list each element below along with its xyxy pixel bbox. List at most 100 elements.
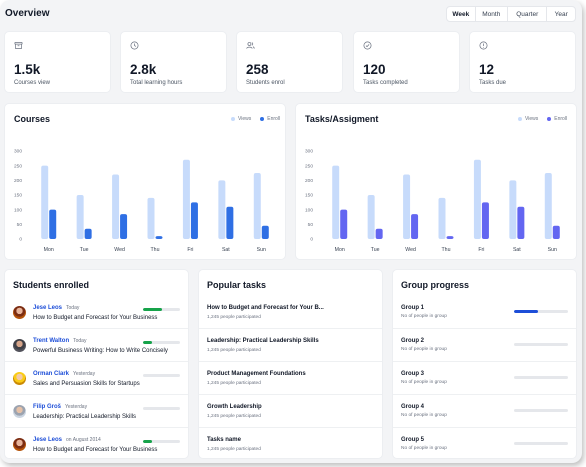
students-enrolled-panel: Students enrolled Jese Leos Today How to … — [4, 269, 189, 459]
list-item[interactable]: Group 3 No of people in group — [393, 362, 576, 395]
list-item[interactable]: Jese Leos on August 2014 How to Budget an… — [5, 428, 188, 461]
student-course: Leadership: Practical Leadership Skills — [33, 414, 137, 420]
student-name[interactable]: Orman Clark — [33, 371, 70, 377]
legend-enroll: Enroll — [547, 116, 567, 122]
student-name[interactable]: Jese Leos — [33, 305, 63, 311]
tab-week[interactable]: Week — [447, 7, 476, 21]
progress-bar — [514, 442, 568, 445]
list-item[interactable]: Product Management Foundations 1,245 peo… — [199, 362, 382, 395]
bar-views — [438, 197, 446, 239]
list-item[interactable]: Jese Leos Today How to Budget and Forecas… — [5, 296, 188, 329]
group-sub: No of people in group — [401, 413, 447, 418]
legend-enroll: Enroll — [260, 116, 280, 122]
legend-views: Views — [231, 116, 251, 122]
bar-enroll — [517, 206, 525, 239]
legend-label: Enroll — [554, 116, 568, 122]
task-name: Product Management Foundations — [207, 371, 306, 377]
student-name[interactable]: Filip Groš — [33, 404, 62, 410]
student-date: Yesterday — [65, 404, 88, 410]
range-tabs: Week Month Quarter Year — [446, 6, 576, 22]
info-circle-icon — [479, 41, 488, 50]
bar-enroll — [261, 225, 269, 239]
clock-icon — [130, 41, 139, 50]
task-participants: 1,245 people participated — [207, 315, 261, 320]
chart-title: Tasks/Assigment — [305, 114, 379, 124]
group-name: Group 1 — [401, 305, 425, 311]
avatar — [13, 306, 26, 319]
y-tick-label: 300 — [305, 149, 313, 155]
tab-year[interactable]: Year — [554, 10, 568, 18]
task-name: Leadership: Practical Leadership Skills — [207, 338, 319, 344]
student-name[interactable]: Trent Walton — [33, 338, 70, 344]
x-tick-label: Tue — [371, 247, 380, 253]
stat-value: 258 — [246, 62, 269, 77]
x-tick-label: Tue — [80, 247, 89, 253]
stat-value: 2.8k — [130, 62, 157, 77]
top-bar: Overview Week Month Quarter Year — [0, 0, 582, 26]
progress-bar — [143, 407, 180, 410]
chart-legend: Views Enroll — [512, 116, 567, 122]
list-item[interactable]: Filip Groš Yesterday Leadership: Practica… — [5, 395, 188, 428]
bar-enroll — [340, 209, 348, 239]
list-item[interactable]: Group 4 No of people in group — [393, 395, 576, 428]
bar-views — [112, 174, 120, 239]
x-tick-label: Wed — [114, 247, 125, 253]
legend-label: Views — [238, 116, 252, 122]
progress-fill — [143, 341, 153, 344]
progress-bar — [143, 440, 180, 443]
popular-tasks-panel: Popular tasks How to Budget and Forecast… — [198, 269, 383, 459]
bar-views — [403, 174, 411, 239]
progress-fill — [143, 440, 153, 443]
panel-title: Group progress — [401, 280, 470, 290]
list-item[interactable]: Tasks name 1,245 people participated — [199, 428, 382, 461]
x-tick-label: Mon — [335, 247, 345, 253]
y-tick-label: 100 — [14, 207, 22, 213]
stat-card-tasks-due: 12 Tasks due — [469, 31, 576, 93]
bar-enroll — [226, 206, 234, 239]
list-item[interactable]: How to Budget and Forecast for Your B...… — [199, 296, 382, 329]
avatar — [13, 405, 26, 418]
chart-title: Courses — [14, 114, 51, 124]
avatar — [13, 339, 26, 352]
chart-legend: Views Enroll — [225, 116, 280, 122]
student-name[interactable]: Jese Leos — [33, 437, 63, 443]
student-course: How to Budget and Forecast for Your Busi… — [33, 447, 158, 453]
progress-bar — [143, 341, 180, 344]
y-tick-label: 200 — [305, 178, 313, 184]
list-item[interactable]: Group 1 No of people in group — [393, 296, 576, 329]
group-sub: No of people in group — [401, 446, 447, 451]
list-item[interactable]: Trent Walton Today Powerful Business Writ… — [5, 329, 188, 362]
stat-card-tasks-completed: 120 Tasks completed — [353, 31, 460, 93]
tab-quarter[interactable]: Quarter — [508, 7, 548, 21]
y-tick-label: 150 — [14, 193, 22, 199]
student-date: Today — [73, 338, 87, 344]
legend-views: Views — [518, 116, 538, 122]
list-item[interactable]: Orman Clark Yesterday Sales and Persuasio… — [5, 362, 188, 395]
tab-month[interactable]: Month — [476, 7, 509, 21]
stat-card-courses-view: 1.5k Courses view — [4, 31, 111, 93]
bar-enroll — [190, 202, 198, 239]
x-tick-label: Thu — [442, 247, 451, 253]
bar-views — [367, 195, 375, 239]
list-item[interactable]: Group 5 No of people in group — [393, 428, 576, 461]
student-date: Yesterday — [73, 371, 96, 377]
x-tick-label: Fri — [187, 247, 193, 253]
list-item[interactable]: Group 2 No of people in group — [393, 329, 576, 362]
stat-label: Total learning hours — [130, 80, 183, 86]
stat-label: Tasks completed — [363, 80, 408, 86]
y-tick-label: 100 — [305, 207, 313, 213]
student-date: Today — [66, 305, 80, 311]
bar-enroll — [155, 236, 163, 239]
task-participants: 1,245 people participated — [207, 381, 261, 386]
legend-label: Views — [525, 116, 539, 122]
bar-views — [544, 173, 552, 239]
legend-swatch-enroll — [547, 117, 552, 121]
progress-bar — [514, 343, 568, 346]
list-item[interactable]: Growth Leadership 1,245 people participa… — [199, 395, 382, 428]
y-tick-label: 0 — [310, 237, 313, 243]
progress-bar — [143, 308, 180, 311]
stat-label: Students enrol — [246, 80, 285, 86]
bar-views — [332, 165, 340, 239]
list-item[interactable]: Leadership: Practical Leadership Skills … — [199, 329, 382, 362]
y-tick-label: 250 — [14, 163, 22, 169]
